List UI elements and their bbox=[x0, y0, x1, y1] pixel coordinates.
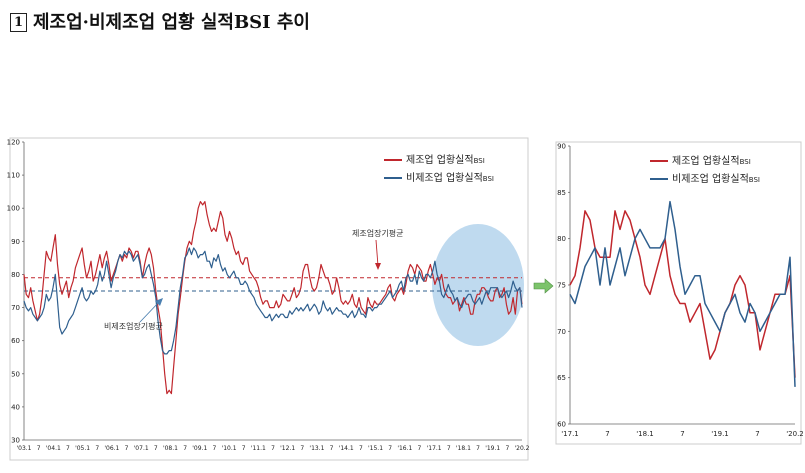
x-tick-label: '17.1 bbox=[427, 445, 442, 452]
x-tick-label: '19.1 bbox=[485, 445, 500, 452]
series-line-non-manufacturing bbox=[23, 247, 523, 355]
x-tick-label: 7 bbox=[330, 445, 334, 452]
x-tick-label: '20.2 bbox=[514, 445, 529, 452]
legend-text: 제조업 업황실적 bbox=[406, 153, 474, 166]
chart-frame bbox=[9, 137, 529, 461]
legend-label-0: 제조업 업황실적BSI bbox=[406, 153, 485, 166]
x-tick-label: 7 bbox=[242, 445, 246, 452]
x-tick-label: 7 bbox=[212, 445, 216, 452]
x-tick-label: '10.1 bbox=[222, 445, 237, 452]
legend-label-1: 비제조업 업황실적BSI bbox=[672, 172, 760, 185]
x-tick-label: '06.1 bbox=[104, 445, 119, 452]
x-tick-label: '09.1 bbox=[192, 445, 207, 452]
x-tick-label: '03.1 bbox=[16, 445, 31, 452]
y-tick-label: 65 bbox=[557, 374, 566, 382]
y-tick-label: 90 bbox=[11, 238, 20, 246]
reference-label-manufacturing: 제조업장기평균 bbox=[352, 228, 404, 238]
y-tick-label: 80 bbox=[557, 235, 566, 243]
x-tick-label: '12.1 bbox=[280, 445, 295, 452]
x-tick-label: 7 bbox=[183, 445, 187, 452]
x-tick-label: '18.1 bbox=[636, 430, 654, 438]
chart-frame bbox=[555, 141, 802, 445]
legend-suffix: BSI bbox=[749, 176, 760, 184]
x-tick-label: 7 bbox=[605, 430, 609, 438]
y-tick-label: 110 bbox=[7, 172, 20, 180]
legend-text: 제조업 업황실적 bbox=[672, 154, 740, 167]
legend-label-1: 비제조업 업황실적BSI bbox=[406, 171, 494, 184]
reference-arrowhead-non-manufacturing bbox=[155, 298, 163, 306]
reference-arrow-non-manufacturing bbox=[139, 300, 161, 323]
x-tick-label: 7 bbox=[95, 445, 99, 452]
reference-label-non-manufacturing: 비제조업장기평균 bbox=[104, 321, 163, 331]
x-tick-label: '14.1 bbox=[339, 445, 354, 452]
reference-arrow-manufacturing bbox=[375, 239, 379, 267]
x-tick-label: '04.1 bbox=[46, 445, 61, 452]
x-tick-label: 7 bbox=[447, 445, 451, 452]
y-tick-label: 100 bbox=[7, 205, 20, 213]
x-tick-label: '08.1 bbox=[163, 445, 178, 452]
y-tick-label: 60 bbox=[11, 337, 20, 345]
y-tick-label: 75 bbox=[557, 282, 566, 290]
x-tick-label: 7 bbox=[271, 445, 275, 452]
y-tick-label: 80 bbox=[11, 271, 20, 279]
x-tick-label: 7 bbox=[37, 445, 41, 452]
y-tick-label: 30 bbox=[11, 437, 20, 445]
x-tick-label: '13.1 bbox=[309, 445, 324, 452]
legend-label-0: 제조업 업황실적BSI bbox=[672, 154, 751, 167]
y-tick-label: 70 bbox=[557, 328, 566, 336]
reference-arrowhead-manufacturing bbox=[375, 263, 381, 270]
chart-title-text: 제조업·비제조업 업황 실적BSI 추이 bbox=[33, 12, 310, 33]
y-tick-label: 90 bbox=[557, 143, 566, 151]
chart-title: 1 제조업·비제조업 업황 실적BSI 추이 bbox=[10, 8, 310, 34]
x-tick-label: 7 bbox=[154, 445, 158, 452]
x-tick-label: '11.1 bbox=[251, 445, 266, 452]
x-tick-label: '18.1 bbox=[456, 445, 471, 452]
legend-text: 비제조업 업황실적 bbox=[406, 171, 483, 184]
x-tick-label: 7 bbox=[505, 445, 509, 452]
x-tick-label: '20.2 bbox=[786, 430, 804, 438]
x-tick-label: '07.1 bbox=[134, 445, 149, 452]
x-tick-label: 7 bbox=[476, 445, 480, 452]
y-tick-label: 120 bbox=[7, 139, 20, 147]
legend-suffix: BSI bbox=[474, 157, 485, 165]
x-tick-label: 7 bbox=[66, 445, 70, 452]
series-line-manufacturing bbox=[569, 210, 796, 378]
x-tick-label: 7 bbox=[388, 445, 392, 452]
x-tick-label: 7 bbox=[680, 430, 684, 438]
x-tick-label: '16.1 bbox=[397, 445, 412, 452]
zoom-arrow-icon bbox=[533, 278, 554, 294]
x-tick-label: '15.1 bbox=[368, 445, 383, 452]
x-tick-label: 7 bbox=[418, 445, 422, 452]
y-tick-label: 70 bbox=[11, 304, 20, 312]
x-tick-label: '05.1 bbox=[75, 445, 90, 452]
legend-suffix: BSI bbox=[740, 158, 751, 166]
highlight-ellipse bbox=[432, 224, 524, 346]
x-tick-label: '19.1 bbox=[711, 430, 729, 438]
section-number: 1 bbox=[10, 13, 27, 32]
y-tick-label: 60 bbox=[557, 421, 566, 429]
legend-text: 비제조업 업황실적 bbox=[672, 172, 749, 185]
x-tick-label: 7 bbox=[359, 445, 363, 452]
x-tick-label: 7 bbox=[300, 445, 304, 452]
x-tick-label: 7 bbox=[125, 445, 129, 452]
y-tick-label: 40 bbox=[11, 403, 20, 411]
legend-suffix: BSI bbox=[483, 175, 494, 183]
x-tick-label: '17.1 bbox=[561, 430, 579, 438]
y-tick-label: 85 bbox=[557, 189, 566, 197]
y-tick-label: 50 bbox=[11, 370, 20, 378]
x-tick-label: 7 bbox=[755, 430, 759, 438]
series-line-non-manufacturing bbox=[569, 200, 796, 387]
